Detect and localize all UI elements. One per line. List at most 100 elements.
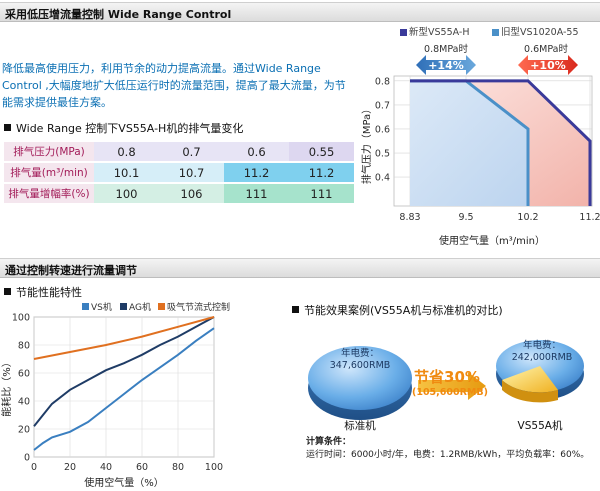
pie-right-name: VS55A机 bbox=[517, 420, 563, 432]
pie-right-saving-side bbox=[502, 380, 558, 403]
table-cell: 11.2 bbox=[224, 163, 289, 182]
series-line bbox=[33, 327, 215, 451]
table-cell: 111 bbox=[224, 184, 289, 203]
arrow2-caption: 0.6MPa时 bbox=[524, 43, 568, 55]
saving-percent: 节省30% bbox=[414, 368, 480, 386]
arrow2-value: +10% bbox=[530, 59, 566, 72]
table-cell: 0.55 bbox=[289, 142, 354, 161]
pie-right-cost: 年电费： 242,000RMB bbox=[504, 340, 580, 364]
right-chart-x-ticks: 8.83 9.5 10.2 11.2 bbox=[399, 212, 600, 223]
pie-left-name: 标准机 bbox=[344, 420, 376, 432]
performance-table: 排气压力(MPa) 0.8 0.7 0.6 0.55 排气量(m³/min) 1… bbox=[4, 140, 354, 205]
y-tick-label: 40 bbox=[18, 397, 30, 408]
row-label: 排气量(m³/min) bbox=[4, 163, 94, 182]
x-tick-label: 20 bbox=[64, 462, 76, 473]
row-label: 排气压力(MPa) bbox=[4, 142, 94, 161]
y-tick-label: 80 bbox=[18, 341, 30, 352]
old-model-area bbox=[410, 80, 528, 206]
energy-saving-case: 节能效果案例(VS55A机与标准机的对比) 年电费： bbox=[290, 296, 600, 491]
energy-title: 节能性能特性 bbox=[4, 284, 82, 300]
x-tick-label: 60 bbox=[136, 462, 148, 473]
energy-x-ticks: 0 20 40 60 80 100 bbox=[31, 462, 223, 473]
pie-left-cost-value: 347,600RMB bbox=[329, 360, 391, 371]
legend-label: 吸气节流式控制 bbox=[167, 301, 230, 313]
pie-right-cost-label: 年电费： bbox=[522, 340, 561, 351]
arrow1-caption: 0.8MPa时 bbox=[424, 43, 468, 55]
table-row: 排气量增幅率(%) 100 106 111 111 bbox=[4, 184, 354, 203]
case-title-text: 节能效果案例(VS55A机与标准机的对比) bbox=[304, 304, 503, 317]
legend-new-label: 新型VS55A-H bbox=[409, 27, 470, 38]
table-cell: 10.7 bbox=[159, 163, 224, 182]
bullet-square-icon bbox=[4, 124, 11, 131]
y-tick-label: 0.8 bbox=[375, 76, 390, 87]
x-tick-label: 40 bbox=[100, 462, 112, 473]
saving-callout: 节省30% (105,600RMB) bbox=[412, 366, 488, 398]
legend-swatch bbox=[82, 303, 89, 310]
table-title-text: Wide Range 控制下VS55A-H机的排气量变化 bbox=[16, 122, 244, 135]
table-cell: 106 bbox=[159, 184, 224, 203]
legend-new-swatch bbox=[400, 28, 407, 36]
new-model-line bbox=[410, 79, 592, 206]
pie-left-top bbox=[308, 346, 412, 410]
right-chart-x-label: 使用空气量（m³/min） bbox=[439, 234, 545, 247]
pie-left-cost-label: 年电费： bbox=[340, 348, 379, 359]
legend-swatch bbox=[158, 303, 165, 310]
intro-text: 降低最高使用压力，利用节余的动力提高流量。通过Wide Range Contro… bbox=[2, 62, 346, 109]
section-header-speed-control: 通过控制转速进行流量调节 bbox=[0, 258, 600, 278]
energy-title-text: 节能性能特性 bbox=[16, 286, 82, 299]
x-tick-label: 100 bbox=[205, 462, 223, 473]
x-tick-label: 0 bbox=[31, 462, 37, 473]
table-cell: 0.6 bbox=[224, 142, 289, 161]
y-tick-label: 0.4 bbox=[375, 173, 390, 184]
right-chart-y-ticks: 0.4 0.5 0.6 0.7 0.8 bbox=[375, 76, 390, 183]
energy-grid bbox=[33, 316, 215, 458]
y-tick-label: 0.5 bbox=[375, 149, 390, 160]
energy-y-label: 能耗比（%） bbox=[0, 357, 13, 417]
case-title: 节能效果案例(VS55A机与标准机的对比) bbox=[292, 302, 503, 318]
bullet-square-icon bbox=[4, 288, 11, 295]
y-tick-label: 20 bbox=[18, 425, 30, 436]
saving-arrow bbox=[418, 372, 486, 400]
legend-label: VS机 bbox=[91, 301, 112, 313]
x-tick-label: 8.83 bbox=[399, 212, 420, 223]
table-row: 排气压力(MPa) 0.8 0.7 0.6 0.55 bbox=[4, 142, 354, 161]
row-label: 排气量增幅率(%) bbox=[4, 184, 94, 203]
table-cell: 10.1 bbox=[94, 163, 159, 182]
pressure-flow-chart: 新型VS55A-H 旧型VS1020A-55 0.8MPa时 0.6MPa时 +… bbox=[358, 24, 600, 254]
legend-old-swatch bbox=[492, 28, 499, 36]
right-chart-y-label: 排气压力（MPa） bbox=[360, 104, 373, 184]
legend-swatch bbox=[120, 303, 127, 310]
red-double-arrow bbox=[518, 55, 578, 75]
pressure-flow-svg: 0.8MPa时 0.6MPa时 +14% +10% 0.40.50.60.70.… bbox=[360, 43, 600, 247]
y-tick-label: 0.7 bbox=[375, 100, 390, 111]
energy-characteristics: 节能性能特性 0 20 40 60 80 100 0 20 40 60 80 100 VS机 AG机 吸… bbox=[0, 280, 280, 491]
pie-svg bbox=[308, 340, 584, 420]
arrow1-value: +14% bbox=[428, 59, 464, 72]
legend-old-label: 旧型VS1020A-55 bbox=[501, 27, 579, 38]
section-title: 采用低压增流量控制 Wide Range Control bbox=[5, 8, 232, 21]
table-row: 排气量(m³/min) 10.1 10.7 11.2 11.2 bbox=[4, 163, 354, 182]
pie-left-cost: 年电费： 347,600RMB bbox=[322, 348, 398, 372]
x-tick-label: 10.2 bbox=[517, 212, 538, 223]
energy-plot-frame bbox=[33, 316, 215, 458]
legend-old: 旧型VS1020A-55 bbox=[492, 24, 579, 38]
blue-double-arrow bbox=[416, 55, 476, 75]
series-line bbox=[33, 316, 215, 427]
right-chart-lines bbox=[410, 79, 592, 206]
legend-new: 新型VS55A-H bbox=[400, 24, 469, 38]
y-tick-label: 0 bbox=[24, 453, 30, 464]
energy-y-ticks: 0 20 40 60 80 100 bbox=[12, 313, 30, 464]
section-header-wide-range: 采用低压增流量控制 Wide Range Control bbox=[0, 2, 600, 22]
table-cell: 100 bbox=[94, 184, 159, 203]
table-cell: 111 bbox=[289, 184, 354, 203]
y-tick-label: 0.6 bbox=[375, 124, 390, 135]
table-cell: 0.7 bbox=[159, 142, 224, 161]
x-tick-label: 80 bbox=[172, 462, 184, 473]
pie-right-cost-value: 242,000RMB bbox=[511, 352, 573, 363]
series-line bbox=[33, 316, 215, 360]
table-cell: 0.8 bbox=[94, 142, 159, 161]
bullet-square-icon bbox=[292, 306, 299, 313]
section-title: 通过控制转速进行流量调节 bbox=[5, 264, 137, 277]
pie-right-saving-slice bbox=[502, 366, 558, 393]
